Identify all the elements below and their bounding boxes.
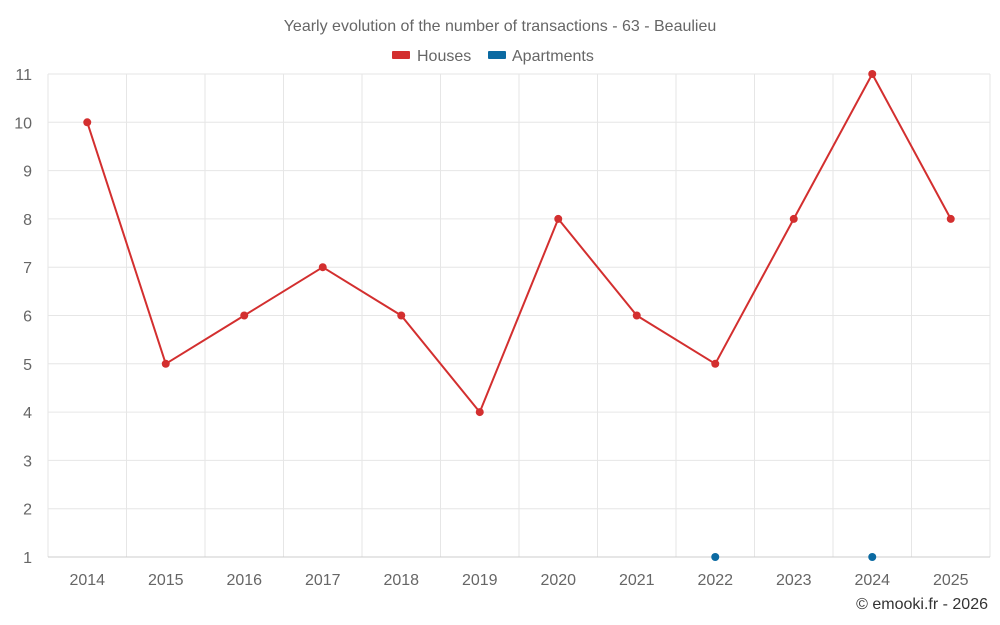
legend-item-houses[interactable]: Houses xyxy=(392,48,471,65)
data-point-apartments[interactable] xyxy=(868,553,877,561)
x-tick-label: 2022 xyxy=(697,572,733,589)
y-tick-label: 2 xyxy=(23,502,32,519)
x-tick-label: 2014 xyxy=(69,572,105,589)
y-tick-label: 9 xyxy=(23,164,32,181)
y-tick-label: 5 xyxy=(23,357,32,374)
data-point-houses[interactable] xyxy=(946,214,955,223)
y-tick-label: 3 xyxy=(23,453,32,470)
y-axis-ticks: 1 2 3 4 5 6 7 8 9 10 11 xyxy=(14,67,32,567)
data-point-houses[interactable] xyxy=(83,118,92,127)
x-tick-label: 2021 xyxy=(619,572,655,589)
data-point-houses[interactable] xyxy=(240,311,249,320)
legend: Houses Apartments xyxy=(392,48,594,65)
x-tick-label: 2023 xyxy=(776,572,812,589)
data-point-houses[interactable] xyxy=(868,70,877,78)
y-tick-label: 1 xyxy=(23,550,32,567)
legend-swatch-houses xyxy=(392,51,410,59)
y-tick-label: 4 xyxy=(23,405,32,422)
data-point-houses[interactable] xyxy=(397,311,406,320)
data-point-apartments[interactable] xyxy=(711,553,720,561)
series-line-houses xyxy=(86,73,952,414)
x-axis-ticks: 2014 2015 2016 2017 2018 2019 2020 2021 2022 2023… xyxy=(69,572,968,589)
credit-text: © emooki.fr - 2026 xyxy=(856,596,988,613)
y-tick-label: 8 xyxy=(23,212,32,229)
x-tick-label: 2024 xyxy=(854,572,890,589)
x-tick-label: 2018 xyxy=(383,572,419,589)
y-tick-label: 6 xyxy=(23,309,32,326)
legend-label-apartments: Apartments xyxy=(512,48,594,65)
legend-swatch-apartments xyxy=(488,51,506,59)
x-tick-label: 2015 xyxy=(148,572,184,589)
data-point-houses[interactable] xyxy=(318,263,327,272)
legend-item-apartments[interactable]: Apartments xyxy=(488,48,594,65)
y-tick-label: 11 xyxy=(15,67,32,84)
series-layer xyxy=(83,70,955,561)
legend-label-houses: Houses xyxy=(417,48,471,65)
data-point-houses[interactable] xyxy=(632,311,641,320)
y-tick-label: 7 xyxy=(23,260,32,277)
chart-title: Yearly evolution of the number of transa… xyxy=(284,18,717,35)
x-tick-label: 2017 xyxy=(305,572,341,589)
data-point-houses[interactable] xyxy=(711,359,720,368)
data-point-houses[interactable] xyxy=(789,214,798,223)
data-point-houses[interactable] xyxy=(554,214,563,223)
data-point-houses[interactable] xyxy=(475,408,484,417)
x-tick-label: 2020 xyxy=(540,572,576,589)
x-tick-label: 2025 xyxy=(933,572,969,589)
x-tick-label: 2019 xyxy=(462,572,498,589)
y-tick-label: 10 xyxy=(14,115,32,132)
data-point-houses[interactable] xyxy=(161,359,170,368)
x-tick-label: 2016 xyxy=(226,572,262,589)
